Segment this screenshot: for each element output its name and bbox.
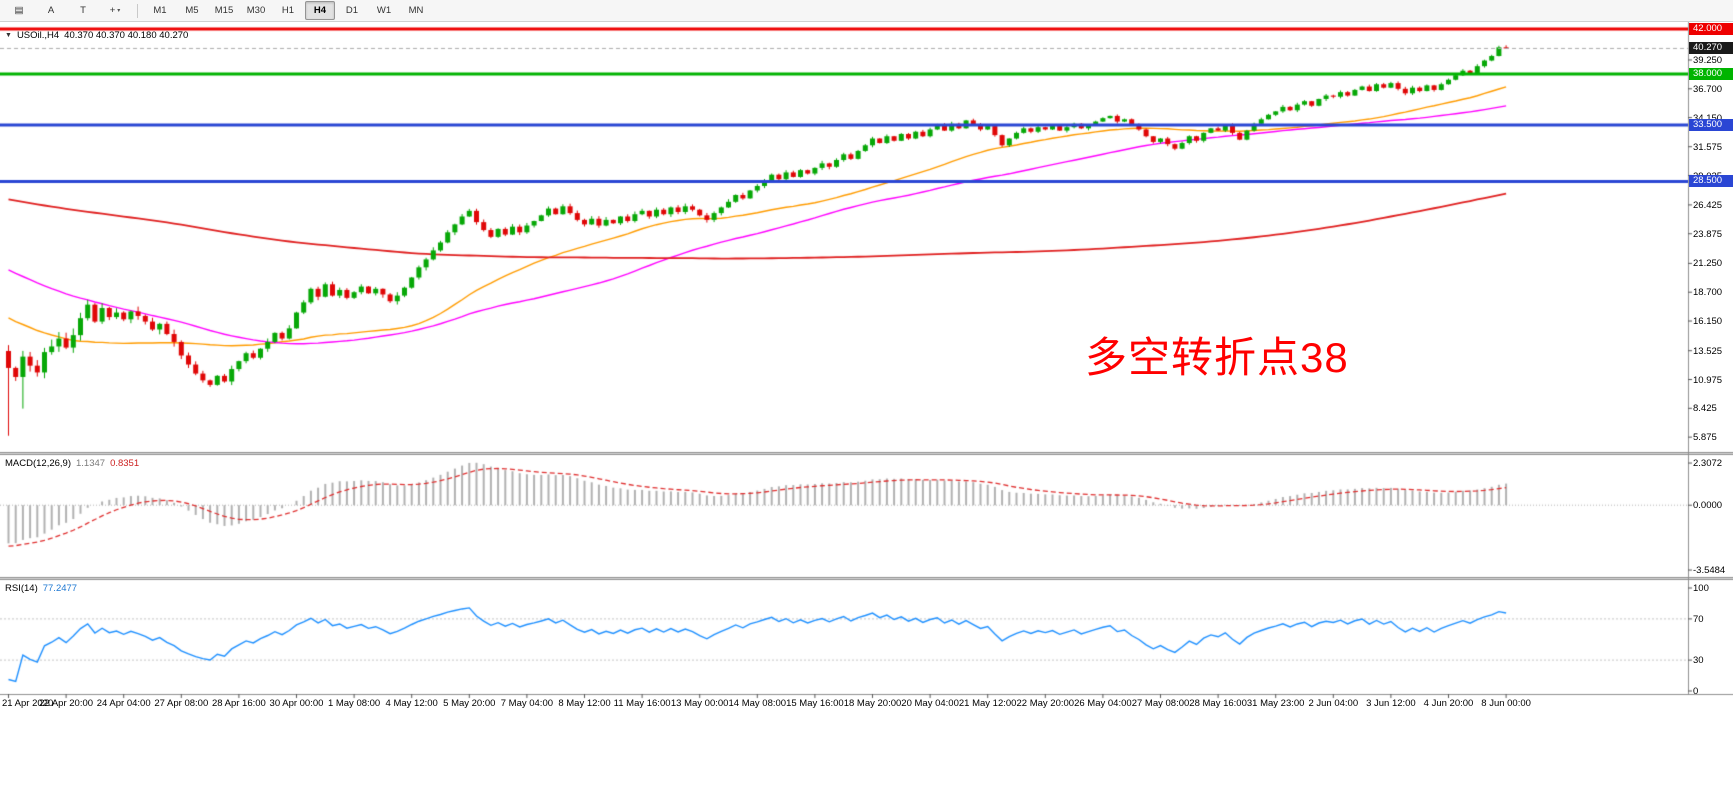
timeframe-button-m15[interactable]: M15	[214, 5, 234, 16]
text-tool-button[interactable]: A	[47, 5, 55, 16]
macd-main-value: 1.1347	[76, 458, 106, 469]
macd-signal-value: 0.8351	[110, 458, 140, 469]
timeframe-button-h1[interactable]: H1	[281, 5, 295, 16]
dropdown-caret-icon: ▾	[117, 8, 121, 14]
toolbar-separator	[137, 3, 138, 18]
chart-annotation-text: 多空转折点38	[1085, 334, 1349, 381]
timeframe-toolbar: M1 M5 M15 M30 H1 H4 D1 W1 MN	[145, 1, 431, 20]
timeframe-button-m1[interactable]: M1	[153, 5, 167, 16]
macd-name: MACD(12,26,9)	[5, 458, 71, 469]
timeframe-button-m5[interactable]: M5	[185, 5, 199, 16]
timeframe-button-h4[interactable]: H4	[305, 1, 335, 20]
timeframe-button-d1[interactable]: D1	[345, 5, 359, 16]
timeframe-button-w1[interactable]: W1	[376, 5, 392, 16]
toolbar: ▤ A T + ▾ M1 M5 M15 M30 H1 H4 D1 W1 MN	[0, 0, 1733, 22]
ohlc-values: 40.370 40.370 40.180 40.270	[64, 30, 189, 41]
crosshair-tool-button[interactable]: + ▾	[109, 5, 121, 16]
timeframe-button-mn[interactable]: MN	[408, 5, 424, 16]
chart-ohlc-info: ▼ USOil.,H4 40.370 40.370 40.180 40.270	[5, 30, 188, 41]
rsi-name: RSI(14)	[5, 583, 38, 594]
type-tool-button[interactable]: T	[80, 5, 86, 16]
rsi-value: 77.2477	[42, 583, 78, 594]
timeframe-button-m30[interactable]: M30	[246, 5, 266, 16]
macd-indicator-label: MACD(12,26,9) 1.1347 0.8351	[5, 458, 139, 469]
rsi-indicator-label: RSI(14) 77.2477	[5, 583, 77, 594]
symbol-dropdown-icon[interactable]: ▼	[5, 32, 12, 39]
drawing-tools: ▤ A T + ▾	[4, 1, 130, 20]
chart-window-icon[interactable]: ▤	[14, 5, 24, 16]
symbol-timeframe-label: USOil.,H4	[16, 30, 60, 41]
